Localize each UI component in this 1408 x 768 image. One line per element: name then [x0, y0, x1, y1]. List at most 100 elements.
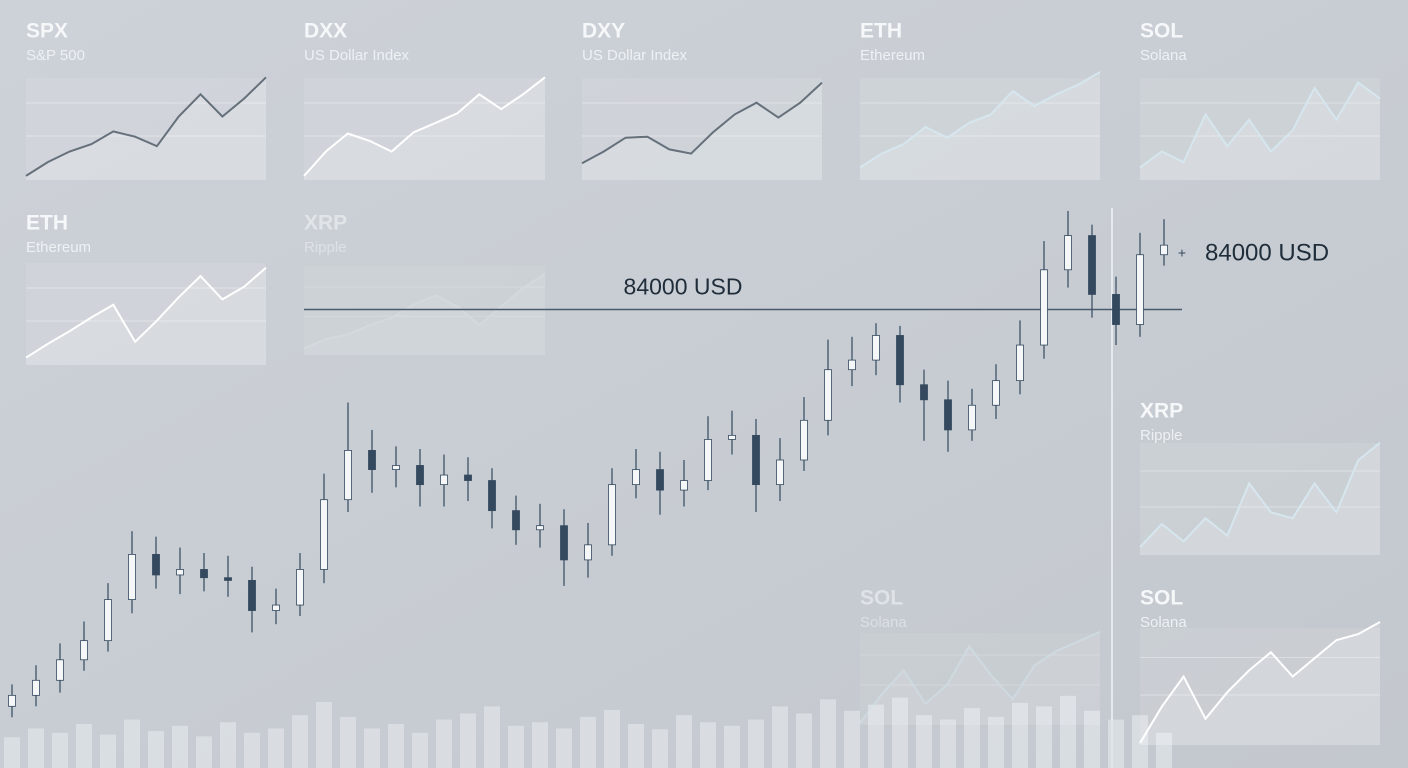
candle-body: [584, 544, 592, 561]
candle-body: [1136, 254, 1144, 325]
volume-bar: [772, 706, 788, 768]
candle-body: [152, 554, 160, 576]
candle-body: [320, 499, 328, 570]
tile-area: [860, 631, 1100, 725]
tile-area: [26, 77, 266, 180]
candle-body: [1064, 235, 1072, 271]
candle-body: [656, 469, 664, 491]
volume-bar: [724, 725, 740, 768]
tile-line: [859, 630, 1101, 724]
volume-bar: [4, 737, 20, 768]
tile: ETH Ethereum: [25, 212, 267, 365]
volume-bar: [196, 736, 212, 768]
tile-subtitle: S&P 500: [26, 47, 85, 64]
volume-bar: [76, 724, 92, 768]
tile-title: XRP: [304, 212, 347, 235]
candle-body: [944, 399, 952, 431]
tile-line: [581, 81, 823, 165]
tile-subtitle: Ripple: [304, 239, 347, 256]
tile-area: [1140, 82, 1380, 180]
tile-plot-background: [1140, 628, 1380, 745]
candle-body: [776, 459, 784, 486]
candle-body: [512, 510, 520, 531]
tile: SPX S&P 500: [25, 20, 267, 180]
candle-body: [1160, 244, 1168, 256]
tile-title: SOL: [1140, 587, 1183, 610]
candle-body: [344, 450, 352, 501]
tile-plot-background: [860, 78, 1100, 180]
candle-body: [128, 554, 136, 600]
volume-bar: [1108, 719, 1124, 768]
volume-bar: [532, 722, 548, 768]
volume-bar: [100, 734, 116, 768]
volume-bar: [1036, 706, 1052, 768]
tile-subtitle: Ethereum: [26, 239, 91, 256]
tile: DXY US Dollar Index: [581, 20, 823, 180]
candle-body: [704, 439, 712, 481]
volume-bar: [820, 699, 836, 768]
tile-subtitle: US Dollar Index: [582, 47, 688, 64]
candle-body: [848, 359, 856, 371]
tile-plot-background: [304, 78, 545, 180]
tile-title: DXY: [582, 20, 625, 43]
volume-bar: [388, 724, 404, 768]
tile-line: [25, 266, 267, 359]
tile-subtitle: Ripple: [1140, 427, 1183, 444]
candle-body: [80, 640, 88, 661]
tile-plot-background: [1140, 78, 1380, 180]
candle-body: [680, 480, 688, 491]
candle-body: [248, 580, 256, 611]
tile-title: SOL: [860, 587, 903, 610]
volume-bar: [1156, 732, 1172, 768]
volume-bar: [364, 728, 380, 768]
candle-body: [752, 434, 760, 486]
candle-body: [1040, 269, 1048, 346]
tile-line: [1139, 621, 1381, 744]
tile-line: [1139, 442, 1381, 548]
volume-bar: [148, 731, 164, 768]
tile-title: SOL: [1140, 20, 1183, 43]
candle-body: [392, 465, 400, 470]
volume-bar: [172, 725, 188, 768]
candle-body: [1112, 294, 1120, 325]
volume-bar: [1084, 710, 1100, 768]
volume-bar: [748, 719, 764, 768]
candle-body: [200, 569, 208, 579]
candle-body: [56, 659, 64, 681]
candle-body: [296, 569, 304, 606]
volume-bar: [892, 697, 908, 768]
volume-bar: [412, 732, 428, 768]
volume-bar: [124, 719, 140, 768]
tile-area: [860, 72, 1100, 180]
tile-subtitle: Ethereum: [860, 47, 925, 64]
tile-line: [303, 76, 546, 177]
volume-bar: [652, 729, 668, 768]
candle-body: [8, 694, 16, 707]
candle-body: [632, 469, 640, 486]
volume-bar: [916, 715, 932, 768]
crosshair-marker: +: [1178, 245, 1186, 261]
volume-bar: [964, 708, 980, 768]
volume-bar: [580, 716, 596, 768]
volume-bar: [316, 702, 332, 768]
tile: SOL Solana: [859, 587, 1101, 725]
volume-bar: [700, 722, 716, 768]
tile-subtitle: Solana: [860, 614, 907, 631]
candle-body: [920, 384, 928, 401]
candle-body: [1088, 235, 1096, 295]
volume-bar: [868, 704, 884, 768]
tile-area: [304, 273, 545, 355]
candle-body: [224, 577, 232, 581]
volume-bar: [1012, 702, 1028, 768]
candle-body: [872, 335, 880, 361]
volume-bar: [508, 725, 524, 768]
tile-title: SPX: [26, 20, 68, 43]
candle-body: [824, 369, 832, 421]
volume-bar: [436, 719, 452, 768]
volume-bar: [988, 716, 1004, 768]
tile-plot-background: [26, 78, 266, 180]
tile-plot-background: [26, 263, 266, 365]
tile-area: [1140, 622, 1380, 745]
volume-bar: [484, 706, 500, 768]
volume-bar: [628, 724, 644, 768]
